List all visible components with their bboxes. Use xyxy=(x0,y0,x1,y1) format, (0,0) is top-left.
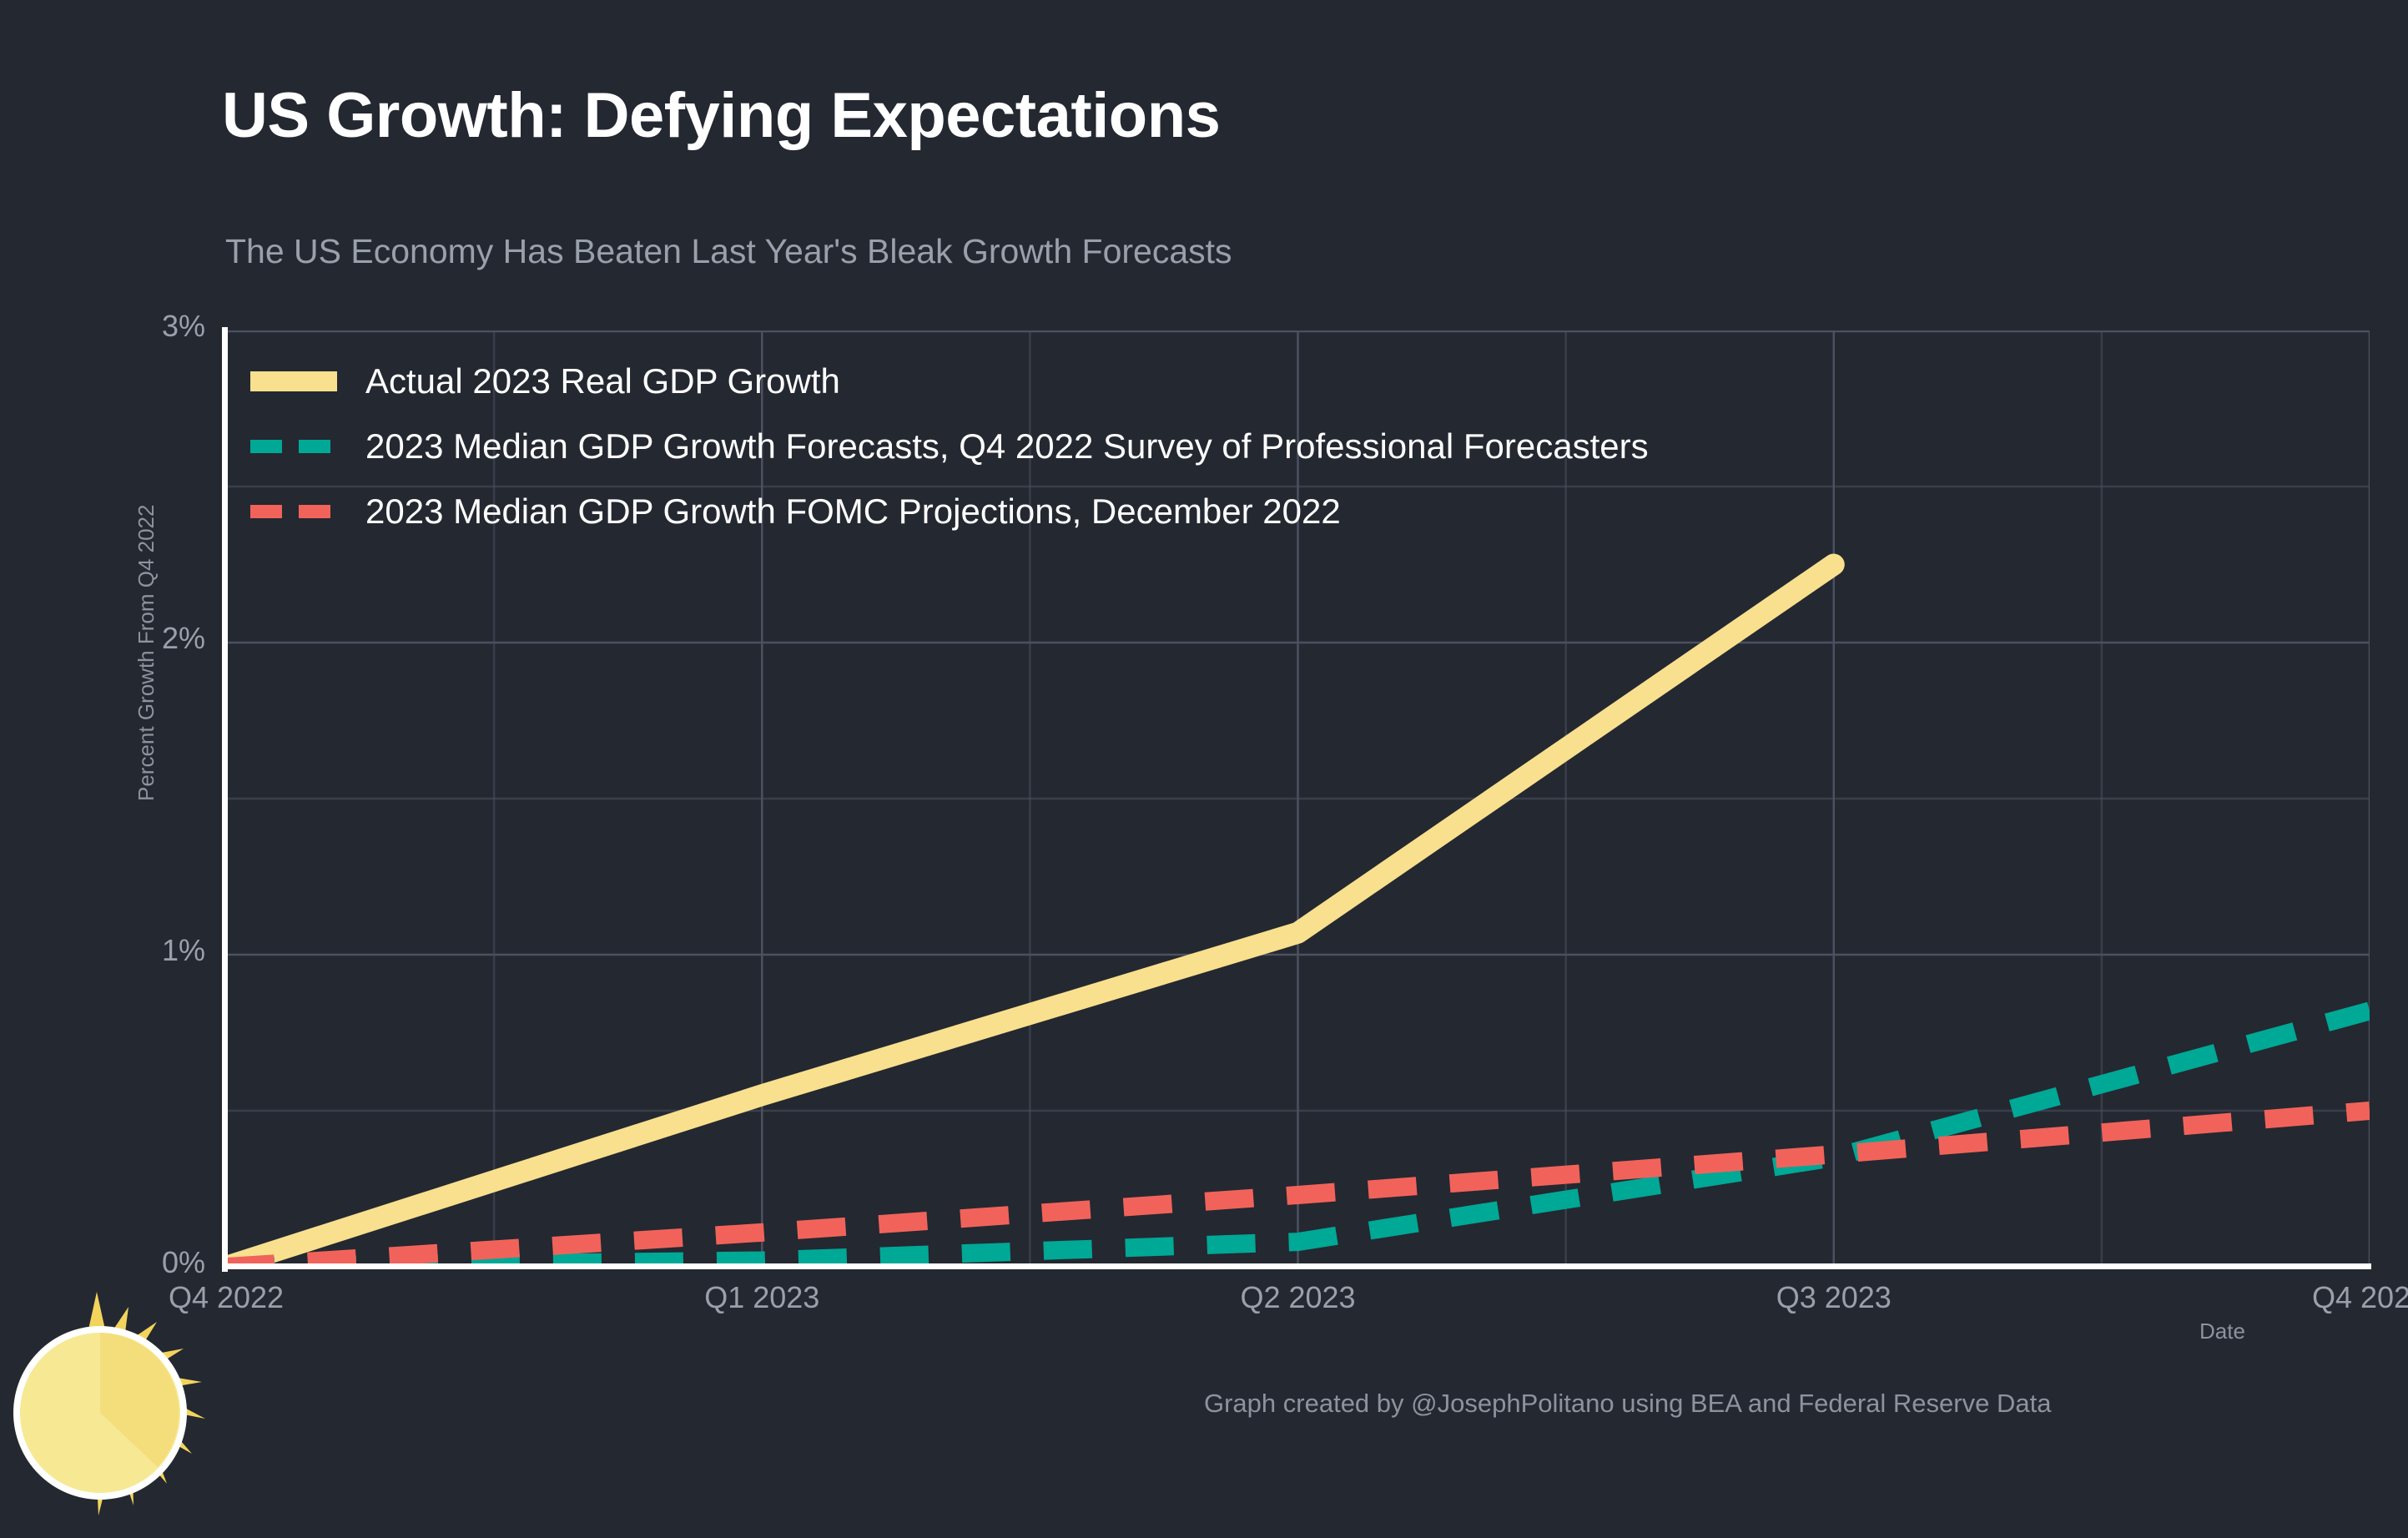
y-axis-tick-label: 0% xyxy=(161,1245,205,1279)
sun-logo-svg xyxy=(13,1292,205,1515)
page-subtitle: The US Economy Has Beaten Last Year's Bl… xyxy=(225,232,1232,270)
gridlines xyxy=(226,330,2370,1267)
legend-swatch-icon xyxy=(250,479,347,544)
legend-item-1[interactable]: Actual 2023 Real GDP Growth xyxy=(250,349,2253,414)
legend-swatch-icon xyxy=(250,414,347,479)
sun-logo xyxy=(7,1275,224,1525)
y-axis-spine xyxy=(222,327,228,1272)
sun-disc-wedge-shape xyxy=(100,1333,179,1467)
legend-item-label: 2023 Median GDP Growth FOMC Projections,… xyxy=(365,492,1341,531)
plot-svg xyxy=(226,330,2370,1267)
footer-credit: Graph created by @JosephPolitano using B… xyxy=(1204,1389,2052,1418)
x-axis-tick-label: Q4 2022 xyxy=(168,1280,285,1314)
page-title: US Growth: Defying Expectations xyxy=(222,80,1221,151)
y-axis-tick-label: 2% xyxy=(161,621,205,655)
x-axis-title: Date xyxy=(2199,1319,2245,1344)
legend-item-3[interactable]: 2023 Median GDP Growth FOMC Projections,… xyxy=(250,479,2253,544)
y-axis-tick-label: 1% xyxy=(161,933,205,967)
y-axis-tick-label: 3% xyxy=(161,309,205,343)
chart-legend: Actual 2023 Real GDP Growth 2023 Median G… xyxy=(250,349,2253,544)
legend-swatch-icon xyxy=(250,349,347,414)
x-axis-tick-label: Q1 2023 xyxy=(704,1280,820,1314)
series-line-1 xyxy=(226,553,1845,1267)
x-axis-tick-label: Q4 2023 xyxy=(2311,1280,2408,1314)
x-axis-spine xyxy=(222,1263,2371,1269)
plot-area xyxy=(226,330,2370,1267)
legend-item-label: Actual 2023 Real GDP Growth xyxy=(365,361,840,401)
x-axis-tick-label: Q2 2023 xyxy=(1240,1280,1356,1314)
data-series-layer xyxy=(226,553,2370,1267)
legend-item-2[interactable]: 2023 Median GDP Growth Forecasts, Q4 202… xyxy=(250,414,2253,479)
series-line-2 xyxy=(226,1001,2370,1267)
x-axis-tick-label: Q3 2023 xyxy=(1776,1280,1892,1314)
series-line-3 xyxy=(226,1102,2370,1267)
legend-item-label: 2023 Median GDP Growth Forecasts, Q4 202… xyxy=(365,426,1649,466)
